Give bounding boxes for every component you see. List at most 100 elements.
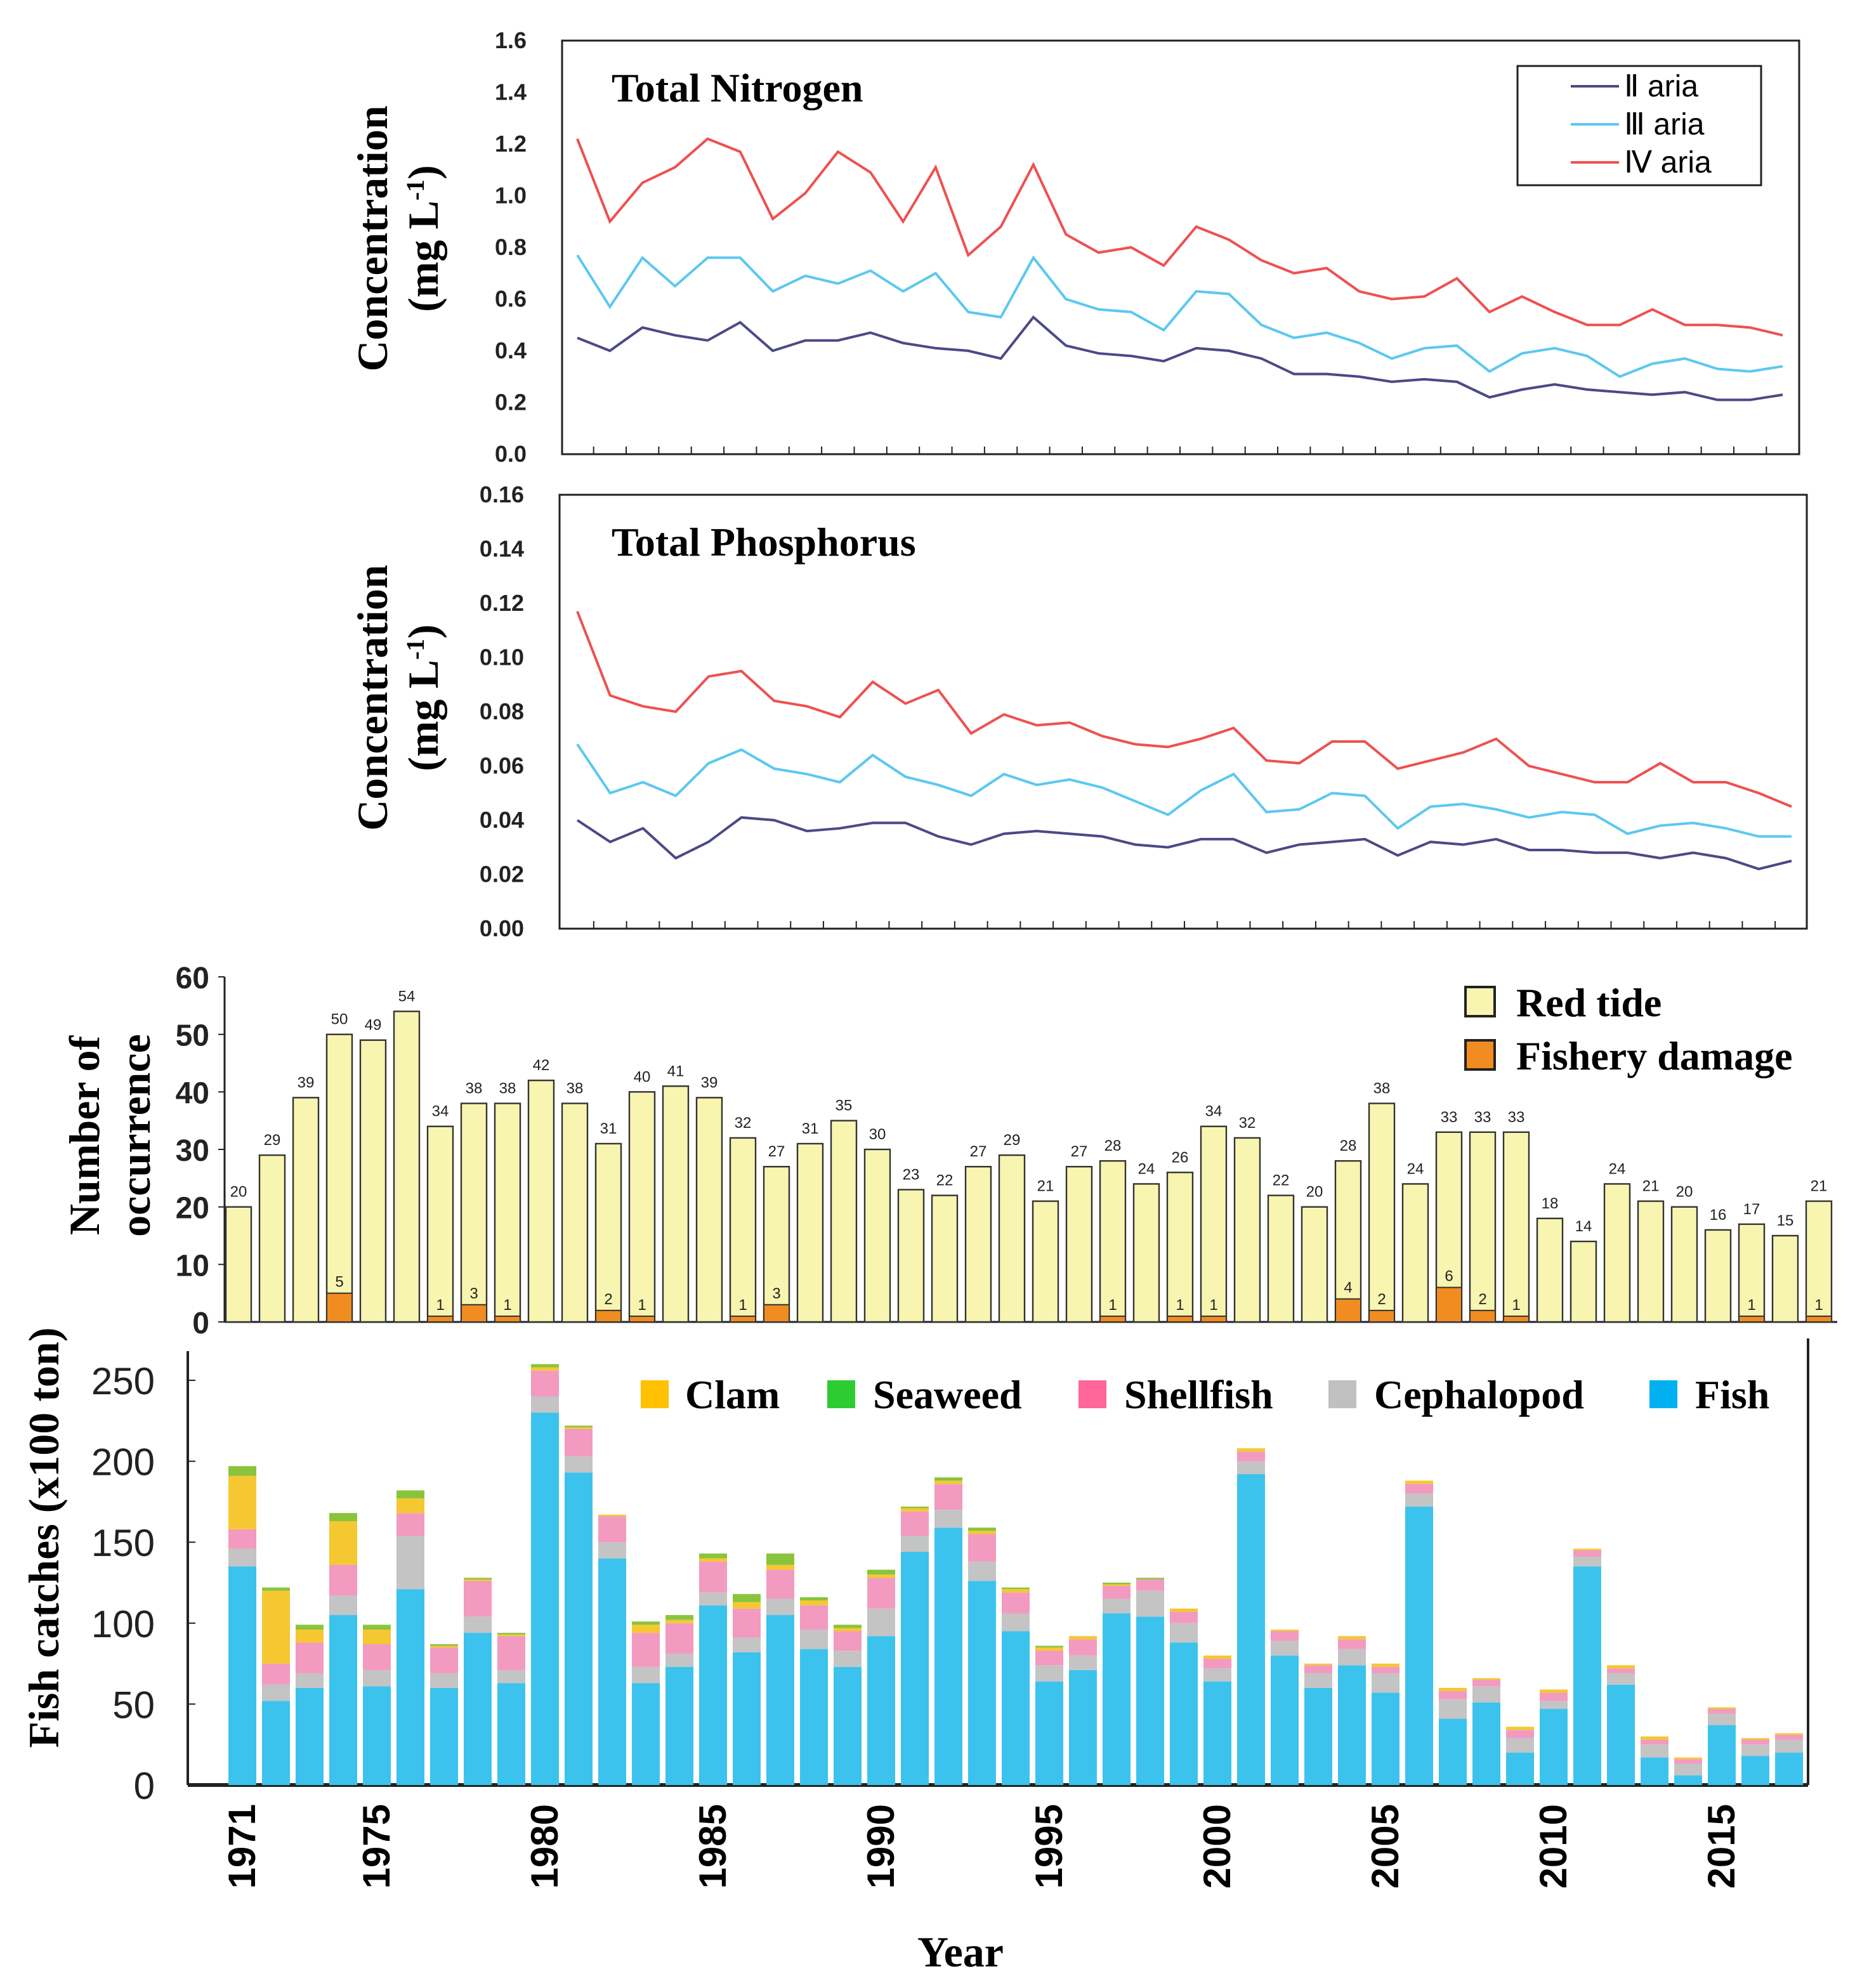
- cephalopod-bar-segment: [901, 1535, 929, 1552]
- cephalopod-bar-segment: [228, 1548, 256, 1567]
- clam-bar-segment: [430, 1645, 458, 1648]
- cephalopod-bar-segment: [296, 1673, 324, 1688]
- y-tick-label: 1.6: [495, 27, 527, 53]
- y-tick-label: 0.02: [480, 861, 524, 887]
- cephalopod-bar-segment: [329, 1595, 357, 1616]
- fishery-damage-value-label: 1: [1814, 1297, 1823, 1314]
- shellfish-bar-segment: [1035, 1651, 1063, 1666]
- shellfish-bar-segment: [901, 1511, 929, 1536]
- fish-bar-segment: [867, 1636, 895, 1785]
- clam-bar-segment: [733, 1602, 761, 1609]
- clam-bar-segment: [834, 1628, 862, 1632]
- x-tick-label: 2000: [1196, 1804, 1238, 1888]
- fish-bar-segment: [1002, 1631, 1030, 1785]
- shellfish-bar-segment: [867, 1578, 895, 1609]
- seaweed-bar-segment: [901, 1507, 929, 1508]
- clam-bar-segment: [1506, 1727, 1534, 1730]
- legend-swatch: [641, 1380, 669, 1408]
- red-tide-value-label: 15: [1777, 1212, 1794, 1229]
- clam-bar-segment: [1573, 1548, 1601, 1550]
- x-tick-label: 1971: [221, 1804, 263, 1888]
- fish-bar-segment: [834, 1666, 862, 1785]
- seaweed-bar-segment: [733, 1593, 761, 1602]
- chart-title: Total Phosphorus: [612, 520, 916, 565]
- shellfish-bar-segment: [665, 1623, 693, 1654]
- fish-bar-segment: [598, 1558, 626, 1785]
- cephalopod-bar-segment: [699, 1592, 727, 1605]
- fish-bar-segment: [665, 1666, 693, 1785]
- fishery-damage-value-label: 6: [1445, 1268, 1453, 1285]
- shellfish-bar-segment: [296, 1642, 324, 1673]
- cephalopod-bar-segment: [430, 1673, 458, 1688]
- seaweed-bar-segment: [464, 1578, 492, 1579]
- cephalopod-bar-segment: [1607, 1673, 1635, 1685]
- clam-bar-segment: [598, 1514, 626, 1517]
- chart-title: Total Nitrogen: [612, 65, 863, 110]
- x-tick-label: 1990: [860, 1804, 902, 1888]
- red-tide-bar: [258, 1154, 286, 1323]
- red-tide-value-label: 30: [869, 1126, 886, 1143]
- y-tick-label: 0.0: [495, 441, 527, 467]
- clam-bar-segment: [329, 1521, 357, 1565]
- fishery-damage-bar: [629, 1315, 655, 1323]
- red-tide-value-label: 27: [970, 1143, 987, 1160]
- shellfish-bar-segment: [1674, 1759, 1702, 1764]
- clam-bar-segment: [1069, 1636, 1097, 1640]
- shellfish-bar-segment: [1237, 1451, 1265, 1462]
- clam-bar-segment: [632, 1625, 660, 1633]
- clam-bar-segment: [766, 1564, 794, 1570]
- cephalopod-bar-segment: [766, 1599, 794, 1616]
- clam-bar-segment: [565, 1427, 593, 1429]
- red-tide-value-label: 20: [230, 1184, 247, 1201]
- y-tick-label: 100: [91, 1603, 155, 1645]
- fish-bar-segment: [430, 1687, 458, 1785]
- fishery-damage-value-label: 1: [1108, 1297, 1117, 1314]
- red-tide-bar: [931, 1194, 959, 1323]
- red-tide-value-label: 54: [398, 988, 416, 1005]
- clam-bar-segment: [1439, 1687, 1467, 1691]
- red-tide-value-label: 38: [567, 1080, 584, 1097]
- seaweed-bar-segment: [834, 1625, 862, 1628]
- cephalopod-bar-segment: [1641, 1744, 1668, 1758]
- y-tick-label: 0.06: [480, 753, 524, 779]
- red-tide-bar: [964, 1165, 992, 1323]
- cephalopod-bar-segment: [1304, 1673, 1332, 1688]
- line-chart-1: 0.0 0.2 0.4 0.6 0.8 1.0 1.2 1.4 1.6 Total Nitroge…: [348, 27, 1800, 467]
- fishery-damage-value-label: 1: [638, 1297, 646, 1314]
- y-axis-unit: (mg L-1): [399, 165, 447, 312]
- shellfish-bar-segment: [329, 1564, 357, 1596]
- legend-label: Clam: [685, 1372, 780, 1417]
- shellfish-bar-segment: [1741, 1739, 1769, 1745]
- legend-swatch: [1464, 986, 1496, 1017]
- fishery-damage-bar: [427, 1315, 454, 1323]
- seaweed-bar-segment: [1103, 1583, 1131, 1585]
- legend-label: Ⅳ aria: [1624, 146, 1712, 180]
- fish-bar-segment: [464, 1633, 492, 1785]
- fish-bar-segment: [1775, 1752, 1803, 1785]
- seaweed-bar-segment: [531, 1364, 559, 1368]
- shellfish-bar-segment: [699, 1561, 727, 1593]
- fish-bar-segment: [1372, 1692, 1399, 1785]
- clam-bar-segment: [1170, 1608, 1198, 1612]
- y-axis-label: Number of: [60, 1035, 108, 1236]
- fishery-damage-value-label: 3: [469, 1285, 478, 1302]
- red-tide-value-label: 21: [1811, 1178, 1828, 1195]
- shellfish-bar-segment: [1069, 1639, 1097, 1656]
- fishery-damage-bar: [1738, 1315, 1765, 1323]
- clam-bar-segment: [1237, 1448, 1265, 1452]
- red-tide-bar: [494, 1102, 521, 1323]
- series-line-3: [576, 611, 1792, 808]
- legend-label: Red tide: [1516, 980, 1662, 1025]
- fish-bar-segment: [1170, 1642, 1198, 1785]
- red-tide-bar: [359, 1039, 387, 1323]
- red-tide-value-label: 23: [903, 1166, 920, 1183]
- legend-label: Seaweed: [873, 1372, 1022, 1417]
- fish-bar-segment: [1641, 1757, 1668, 1785]
- cephalopod-bar-segment: [1439, 1699, 1467, 1719]
- red-tide-bar: [662, 1085, 690, 1323]
- cephalopod-bar-segment: [834, 1651, 862, 1667]
- cephalopod-bar-segment: [1103, 1599, 1131, 1614]
- legend-label: Cephalopod: [1374, 1372, 1584, 1417]
- red-tide-bar: [1536, 1217, 1564, 1323]
- y-tick-label: 0.04: [480, 807, 524, 833]
